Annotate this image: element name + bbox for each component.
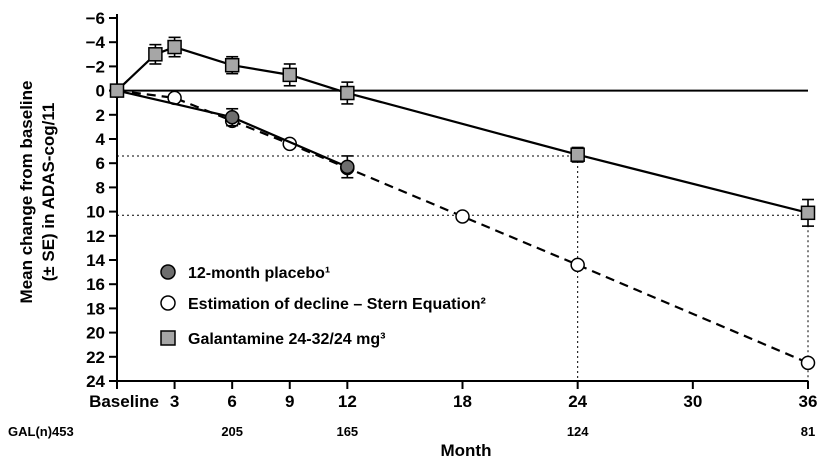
legend-marker-circle	[160, 295, 176, 311]
legend-marker-square	[160, 330, 176, 346]
y-tick-label: 10	[86, 203, 105, 222]
n-row: GAL(n)453 205 165 124 81	[8, 424, 815, 439]
legend-label: Galantamine 24-32/24 mg³	[188, 331, 385, 348]
n-count-label: 124	[567, 424, 589, 439]
data-point-square	[224, 57, 240, 73]
data-point-square	[148, 47, 163, 62]
legend-marker-circle	[160, 264, 176, 280]
y-tick-label: 0	[96, 82, 105, 101]
y-tick-label: 6	[96, 154, 105, 173]
legend-label: Estimation of decline – Stern Equation²	[188, 296, 486, 313]
y-tick-label: 20	[86, 324, 105, 343]
data-point-square	[167, 39, 182, 55]
y-tick-label: 14	[86, 251, 105, 270]
x-tick-label: 36	[799, 392, 818, 411]
y-tick-label: 16	[86, 275, 105, 294]
series-line	[116, 89, 809, 364]
x-tick-label: 12	[338, 392, 357, 411]
x-tick-label: 6	[227, 392, 236, 411]
y-tick-label: 4	[96, 130, 106, 149]
x-tick-label: 18	[453, 392, 472, 411]
chart-series	[109, 36, 816, 371]
x-tick-label: 9	[285, 392, 294, 411]
data-point-circle	[340, 159, 355, 175]
data-point-square	[570, 147, 585, 162]
y-tick-label: −4	[86, 33, 106, 52]
y-tick-label: −6	[86, 9, 105, 28]
n-count-label: 81	[801, 424, 815, 439]
data-point-circle	[455, 209, 470, 224]
legend: 12-month placebo¹ Estimation of decline –…	[160, 264, 486, 348]
n-count-label: 165	[336, 424, 358, 439]
y-tick-label: 2	[96, 106, 105, 125]
x-tick-label: 3	[170, 392, 179, 411]
legend-label: 12-month placebo¹	[188, 265, 330, 282]
n-count-label: 205	[221, 424, 243, 439]
series-line	[116, 45, 809, 214]
data-point-circle	[570, 257, 585, 273]
data-point-square	[282, 67, 297, 83]
y-axis-label-line-1: Mean change from baseline	[17, 81, 36, 304]
x-tick-label: 30	[683, 392, 702, 411]
data-point-circle	[224, 109, 240, 125]
x-axis-label: Month	[441, 441, 492, 460]
x-tick-label: Baseline	[89, 392, 159, 411]
data-point-circle	[800, 355, 816, 371]
data-point-square	[800, 205, 816, 221]
y-tick-label: 22	[86, 348, 105, 367]
data-point-square	[340, 85, 355, 101]
y-tick-label: 8	[96, 178, 105, 197]
chart-axes	[109, 14, 809, 389]
y-tick-label: 24	[86, 372, 105, 391]
data-point-square	[109, 83, 125, 98]
series-line	[116, 89, 348, 168]
y-axis-label-line-2: (± SE) in ADAS-cog/11	[39, 103, 58, 282]
y-tick-label: −2	[86, 57, 105, 76]
y-tick-label: 18	[86, 299, 105, 318]
n-count-label: GAL(n)453	[8, 424, 74, 439]
y-tick-label: 12	[86, 227, 105, 246]
x-tick-label: 24	[568, 392, 587, 411]
